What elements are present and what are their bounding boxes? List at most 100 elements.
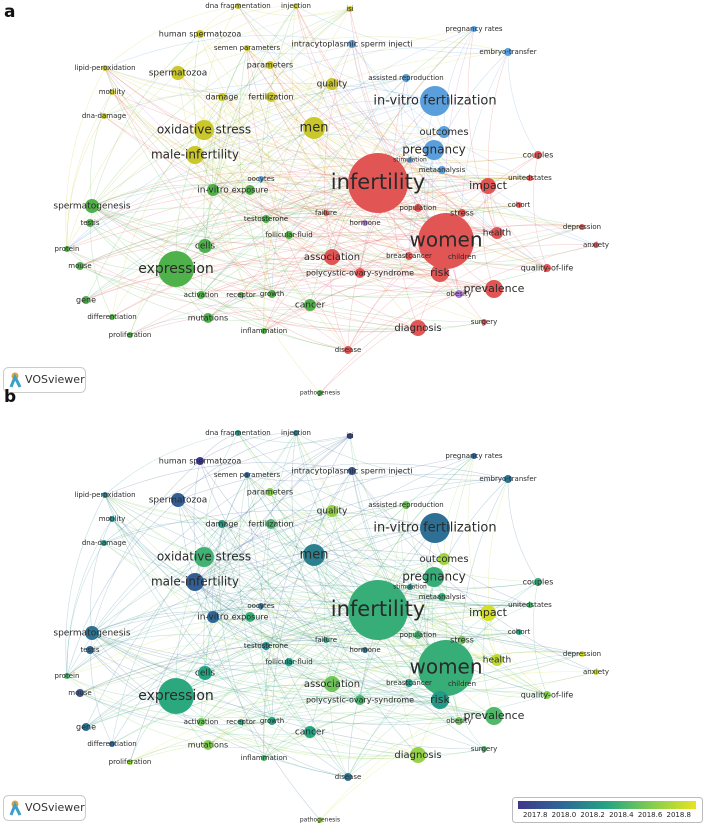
edge [104,494,349,778]
edge [79,633,583,694]
edge [103,542,548,696]
node-label: assisted reproduction [368,501,444,509]
node-label: health [483,229,512,239]
edge [66,96,223,250]
node-label: metaanalysis [419,593,466,601]
edge [91,205,495,293]
node-label: stress [450,636,474,645]
edge [260,5,297,295]
node [324,249,340,265]
node [76,689,84,697]
edge [104,67,333,95]
edge [199,460,327,641]
node [407,584,413,590]
node-label: receptor [226,291,256,299]
edge [212,127,315,191]
edge [249,616,333,685]
edge [90,91,113,207]
node-label: association [304,252,360,263]
edge [433,149,597,246]
edge [313,554,583,655]
node [261,755,267,761]
edge [260,28,475,180]
node-label: embryo-transfer [479,48,536,56]
edge [194,154,366,224]
edge [347,288,495,351]
edge [91,77,407,207]
node-label: population [399,204,436,212]
edge [200,83,333,296]
node-label: assisted reproduction [368,74,444,82]
node [245,185,255,195]
edge [66,177,489,250]
edge [212,8,351,191]
edge [66,248,419,330]
edge [507,478,539,583]
edge [249,189,495,290]
edge [203,83,333,131]
node [491,227,503,239]
edge [204,510,333,674]
node [196,30,204,38]
node [455,717,463,725]
edge [237,5,436,102]
edge [85,257,441,301]
edge [203,510,333,558]
edge [246,47,361,274]
edge [267,523,290,663]
node-label: children [448,253,476,261]
node [414,204,422,212]
node-label: depression [563,223,601,231]
node-label: polycystic-ovary-syndrome [306,269,414,278]
edge [103,521,223,544]
edge [66,115,105,250]
edge [66,91,113,250]
node [285,231,293,239]
node [410,747,426,763]
node-label: spermatogenesis [53,629,130,639]
edge [79,265,361,291]
edge [313,554,548,696]
edge [85,263,361,301]
edge [313,554,485,750]
edge [194,478,509,583]
node [458,253,466,261]
node-label: quality-of-life [521,264,574,273]
edge [203,5,239,131]
edge [199,5,239,35]
edge [200,269,361,296]
node [303,544,325,566]
edge [263,683,333,759]
node [348,40,356,48]
node-label: pregnancy [402,143,466,157]
edge [177,499,463,641]
edge [351,470,597,673]
edge [331,683,441,703]
edge [111,518,441,701]
edge [295,5,447,242]
edge [325,212,361,274]
node-label: diagnosis [394,323,441,334]
node [171,66,185,80]
edge [66,675,209,746]
edge [194,154,495,290]
node [101,113,107,119]
node [304,299,316,311]
node [198,666,212,680]
edge [246,470,353,482]
node [534,578,542,586]
node [424,567,444,587]
node [458,680,466,688]
edge [200,558,445,723]
node [238,292,244,298]
node-label: semen parameters [214,44,281,52]
edge [207,731,311,748]
node [317,390,323,396]
edge [269,64,447,242]
node-label: pregnancy [402,570,466,584]
edge [246,474,531,606]
edge [194,99,436,156]
edge [194,28,475,156]
node-label: intracytoplasmic sperm injecti [292,40,413,49]
edge [89,634,267,651]
